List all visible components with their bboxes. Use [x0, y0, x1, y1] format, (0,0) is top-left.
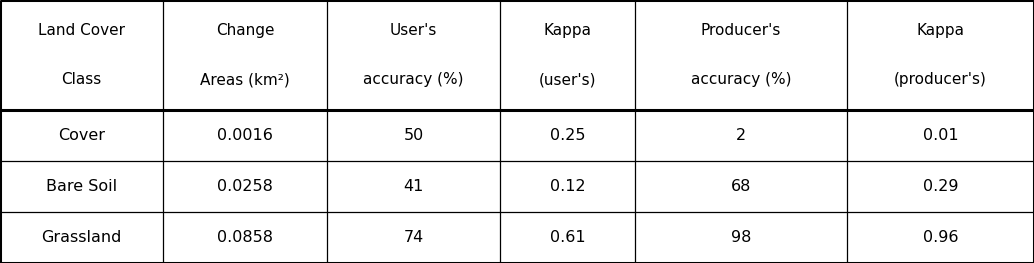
Text: accuracy (%): accuracy (%) — [691, 72, 791, 87]
Text: Kappa: Kappa — [916, 23, 965, 38]
Text: Kappa: Kappa — [544, 23, 591, 38]
Text: 98: 98 — [731, 230, 751, 245]
Text: 0.01: 0.01 — [922, 128, 959, 143]
Text: 41: 41 — [403, 179, 424, 194]
Text: 2: 2 — [736, 128, 746, 143]
Text: accuracy (%): accuracy (%) — [363, 72, 464, 87]
Text: Land Cover: Land Cover — [38, 23, 125, 38]
Text: Grassland: Grassland — [41, 230, 122, 245]
Text: User's: User's — [390, 23, 437, 38]
Text: 74: 74 — [403, 230, 424, 245]
Text: Class: Class — [62, 72, 101, 87]
Text: 0.25: 0.25 — [550, 128, 585, 143]
Text: (user's): (user's) — [539, 72, 597, 87]
Text: 0.12: 0.12 — [550, 179, 585, 194]
Text: Producer's: Producer's — [701, 23, 781, 38]
Text: 0.0016: 0.0016 — [217, 128, 273, 143]
Text: 0.61: 0.61 — [550, 230, 585, 245]
Text: 0.0858: 0.0858 — [217, 230, 273, 245]
Text: 0.0258: 0.0258 — [217, 179, 273, 194]
Text: Change: Change — [216, 23, 274, 38]
Text: 68: 68 — [731, 179, 751, 194]
Text: Bare Soil: Bare Soil — [47, 179, 117, 194]
Text: Areas (km²): Areas (km²) — [201, 72, 290, 87]
Text: 0.29: 0.29 — [922, 179, 959, 194]
Text: (producer's): (producer's) — [894, 72, 986, 87]
Text: 50: 50 — [403, 128, 424, 143]
Text: Cover: Cover — [58, 128, 105, 143]
Text: 0.96: 0.96 — [922, 230, 959, 245]
